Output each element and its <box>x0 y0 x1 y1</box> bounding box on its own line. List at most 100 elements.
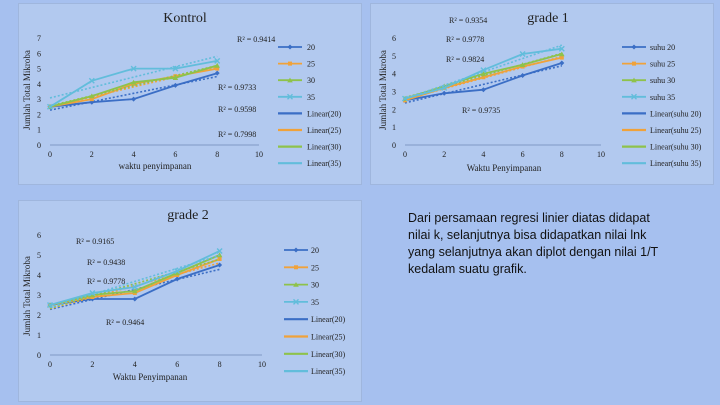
x-tick-label: 8 <box>560 150 564 159</box>
legend-label: Linear(suhu 35) <box>650 159 702 168</box>
data-point <box>441 84 448 91</box>
data-point <box>217 262 223 268</box>
data-point <box>172 75 179 80</box>
legend-label: suhu 20 <box>650 43 675 52</box>
data-point <box>172 65 179 72</box>
legend-marker <box>293 282 299 287</box>
y-tick-label: 4 <box>392 70 396 79</box>
data-point <box>216 252 223 258</box>
x-tick-label: 6 <box>175 360 179 369</box>
data-point <box>480 67 487 74</box>
legend-label: Linear(25) <box>311 333 346 342</box>
trendline-25 <box>49 262 220 310</box>
data-point <box>131 284 138 290</box>
data-point <box>214 57 221 64</box>
legend-label: Linear(suhu 25) <box>650 126 702 135</box>
legend-label: Linear(20) <box>307 109 342 118</box>
data-point <box>559 60 565 66</box>
y-tick-label: 0 <box>392 141 396 150</box>
x-tick-label: 8 <box>218 360 222 369</box>
legend-label: Linear(30) <box>311 350 346 359</box>
y-tick-label: 5 <box>37 65 41 74</box>
legend-label: 25 <box>311 263 319 272</box>
y-tick-label: 3 <box>37 291 41 300</box>
legend-label: Linear(25) <box>307 126 342 135</box>
series-line-20 <box>404 62 563 102</box>
data-point <box>402 95 408 102</box>
data-point <box>217 257 222 261</box>
y-tick-label: 1 <box>37 126 41 135</box>
r-squared-label: R² = 0.9778 <box>87 277 125 286</box>
r-squared-label: R² = 0.9778 <box>446 35 484 44</box>
x-tick-label: 2 <box>442 150 446 159</box>
legend-label: Linear(suhu 20) <box>650 109 702 118</box>
trendline-35 <box>49 55 218 99</box>
y-axis-label: Jumlah Total Mikroba <box>22 256 32 336</box>
data-point <box>89 97 94 102</box>
legend-marker <box>287 44 293 50</box>
x-tick-label: 10 <box>255 150 263 159</box>
x-axis-label: waktu penyimpanan <box>119 161 192 171</box>
data-point <box>441 90 447 96</box>
data-point <box>88 77 95 84</box>
y-tick-label: 7 <box>37 34 41 43</box>
legend-label: 20 <box>311 246 319 255</box>
trendline-20 <box>49 268 220 311</box>
trendline-20 <box>404 65 562 104</box>
data-point <box>132 288 138 294</box>
y-tick-label: 1 <box>392 123 396 132</box>
x-tick-label: 10 <box>597 150 605 159</box>
data-point <box>174 268 181 274</box>
data-point <box>559 51 565 57</box>
legend-label: Linear(suhu 30) <box>650 143 702 152</box>
x-tick-label: 6 <box>521 150 525 159</box>
y-tick-label: 6 <box>37 231 41 240</box>
data-point <box>89 93 95 99</box>
r-squared-label: R² = 0.9464 <box>106 318 144 327</box>
y-tick-label: 5 <box>392 52 396 61</box>
y-tick-label: 4 <box>37 80 41 89</box>
data-point <box>131 96 137 102</box>
data-point <box>130 79 137 85</box>
y-tick-label: 6 <box>392 34 396 43</box>
x-tick-label: 4 <box>133 360 137 369</box>
r-squared-label: R² = 0.9414 <box>237 35 275 44</box>
legend-label: 30 <box>311 281 319 290</box>
trendline-30 <box>49 258 220 309</box>
y-tick-label: 3 <box>392 88 396 97</box>
legend-marker <box>293 247 299 253</box>
trendline-35 <box>49 254 220 309</box>
y-tick-label: 1 <box>37 331 41 340</box>
data-point <box>214 70 220 76</box>
chart-title: grade 1 <box>527 11 569 26</box>
x-tick-label: 10 <box>258 360 266 369</box>
legend-marker <box>631 93 637 100</box>
r-squared-label: R² = 0.9598 <box>218 105 256 114</box>
data-point <box>559 55 564 60</box>
legend-label: suhu 30 <box>650 76 675 85</box>
y-tick-label: 2 <box>37 110 41 119</box>
legend-label: Linear(20) <box>311 315 346 324</box>
r-squared-label: R² = 0.9165 <box>76 237 114 246</box>
legend-label: 35 <box>307 93 315 102</box>
legend-label: Linear(35) <box>307 159 342 168</box>
y-tick-label: 2 <box>37 311 41 320</box>
x-tick-label: 6 <box>173 150 177 159</box>
data-point <box>89 290 96 296</box>
legend-label: 20 <box>307 43 315 52</box>
r-squared-label: R² = 0.9733 <box>218 83 256 92</box>
x-tick-label: 8 <box>215 150 219 159</box>
legend-label: 35 <box>311 298 319 307</box>
legend-marker <box>287 93 293 100</box>
data-point <box>132 296 138 302</box>
data-point <box>519 51 526 58</box>
y-tick-label: 3 <box>37 95 41 104</box>
data-point <box>174 276 180 282</box>
x-tick-label: 0 <box>48 150 52 159</box>
legend-label: 25 <box>307 60 315 69</box>
legend-marker <box>288 61 292 66</box>
legend-label: Linear(30) <box>307 143 342 152</box>
r-squared-label: R² = 0.7998 <box>218 130 256 139</box>
x-tick-label: 0 <box>48 360 52 369</box>
